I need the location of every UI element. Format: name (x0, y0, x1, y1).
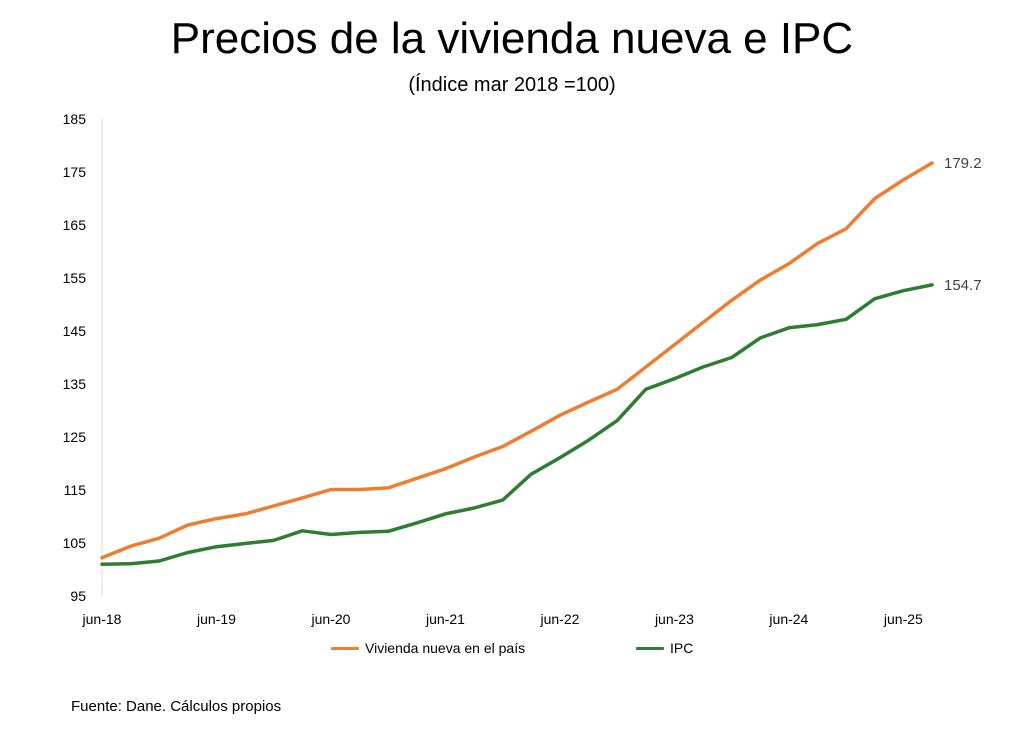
legend-item-vivienda: Vivienda nueva en el país (331, 640, 525, 656)
x-tick-label: jun-25 (883, 611, 923, 627)
y-tick-label: 185 (63, 111, 87, 127)
x-tick-label: jun-18 (82, 611, 122, 627)
x-tick-label: jun-23 (654, 611, 694, 627)
y-tick-label: 145 (63, 323, 87, 339)
x-tick-label: jun-22 (539, 611, 579, 627)
x-tick-label: jun-20 (311, 611, 351, 627)
legend-swatch-ipc (636, 646, 664, 650)
legend-label-vivienda: Vivienda nueva en el país (365, 640, 526, 656)
x-tick-label: jun-24 (768, 611, 808, 627)
y-tick-label: 175 (63, 164, 87, 180)
chart-title: Precios de la vivienda nueva e IPC (170, 14, 854, 63)
series-line-vivienda (100, 161, 934, 560)
y-tick-label: 165 (63, 217, 87, 233)
legend: Vivienda nueva en el país IPC (0, 640, 1024, 664)
y-tick-label: 125 (63, 429, 87, 445)
legend-item-ipc: IPC (636, 640, 693, 656)
y-tick-label: 115 (64, 482, 87, 498)
y-tick-label: 135 (63, 376, 87, 392)
chart-subtitle: (Índice mar 2018 =100) (408, 74, 616, 96)
series-line-ipc (100, 283, 934, 566)
x-tick-label: jun-21 (425, 611, 465, 627)
y-tick-label: 105 (63, 535, 87, 551)
legend-swatch-vivienda (331, 646, 359, 650)
end-label-vivienda: 179.2 (944, 155, 982, 172)
y-tick-label: 155 (63, 270, 87, 286)
legend-label-ipc: IPC (670, 640, 694, 656)
source-note: Fuente: Dane. Cálculos propios (71, 698, 282, 715)
end-label-ipc: 154.7 (944, 277, 982, 294)
y-tick-label: 95 (70, 588, 86, 604)
x-tick-label: jun-19 (196, 611, 236, 627)
